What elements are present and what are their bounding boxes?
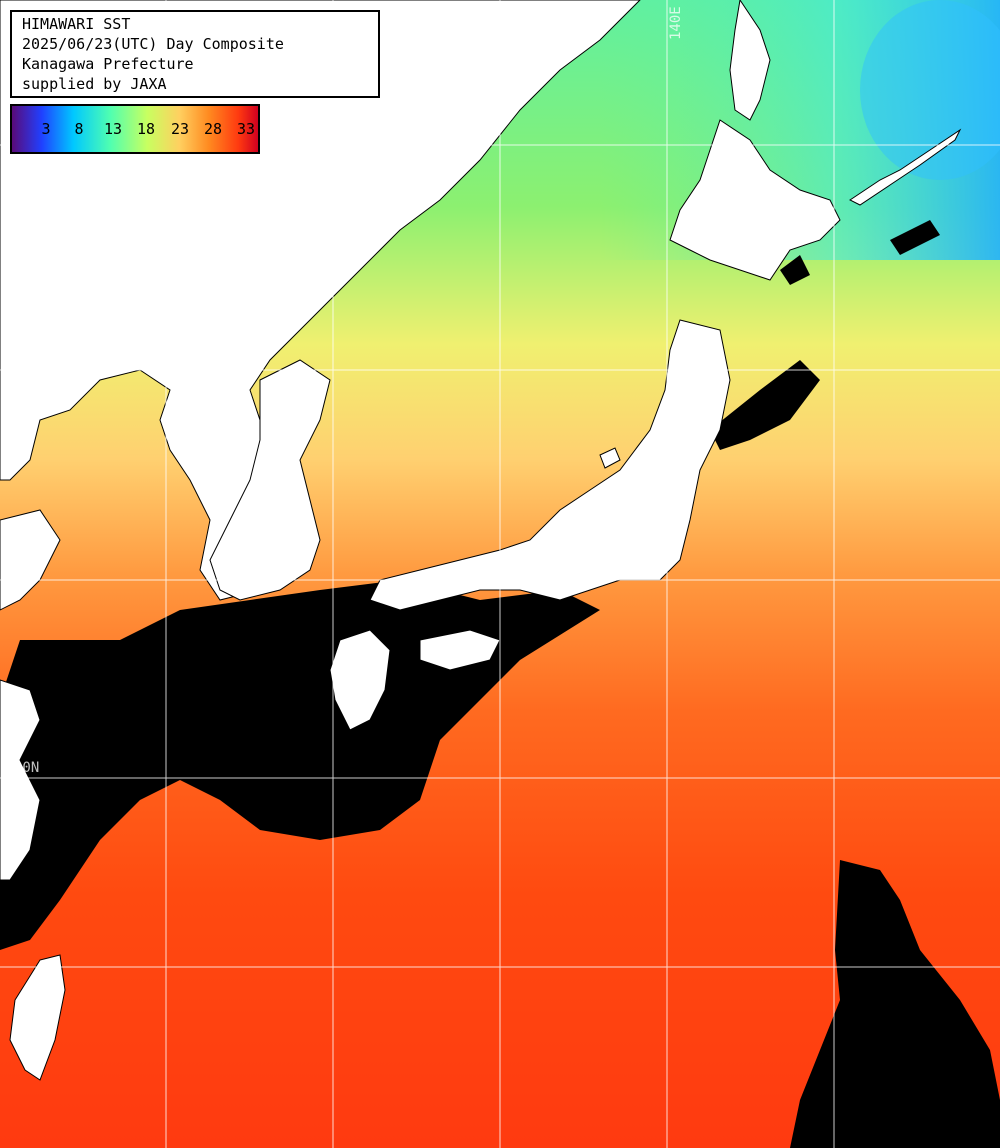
- legend-tick-8: 8: [74, 120, 84, 138]
- land-sado: [599, 447, 621, 469]
- color-scale-legend: 3 8 13 18 23 28 33: [10, 104, 260, 154]
- title-box: HIMAWARI SST 2025/06/23(UTC) Day Composi…: [10, 10, 380, 98]
- cloud-southeast: [790, 860, 1000, 1148]
- cloud-southwest: [0, 580, 600, 950]
- legend-tick-labels: 3 8 13 18 23 28 33: [12, 120, 258, 140]
- land-kyushu: [329, 629, 391, 731]
- legend-tick-3: 3: [41, 120, 51, 138]
- land-honshu: [369, 319, 731, 611]
- lat-label-30n: 30N: [14, 760, 40, 776]
- cloud-honshu-east: [710, 360, 820, 450]
- title-line-4: supplied by JAXA: [22, 75, 167, 93]
- lat-label-40n: 40N: [14, 354, 40, 370]
- title-line-1: HIMAWARI SST: [22, 15, 131, 33]
- legend-tick-33: 33: [236, 120, 256, 138]
- land-sakhalin: [729, 0, 771, 121]
- legend-tick-18: 18: [136, 120, 156, 138]
- land-shikoku: [419, 629, 501, 671]
- legend-tick-28: 28: [203, 120, 223, 138]
- legend-tick-13: 13: [103, 120, 123, 138]
- land-hokkaido: [669, 119, 841, 281]
- land-kuril: [849, 128, 962, 206]
- title-line-3: Kanagawa Prefecture: [22, 55, 194, 73]
- color-scale-bar: [12, 106, 258, 152]
- title-line-2: 2025/06/23(UTC) Day Composite: [22, 35, 284, 53]
- cold-water-okhotsk: [860, 0, 1000, 180]
- lon-label-140e: 140E: [668, 6, 684, 40]
- cloud-north-east: [780, 220, 940, 285]
- legend-tick-23: 23: [170, 120, 190, 138]
